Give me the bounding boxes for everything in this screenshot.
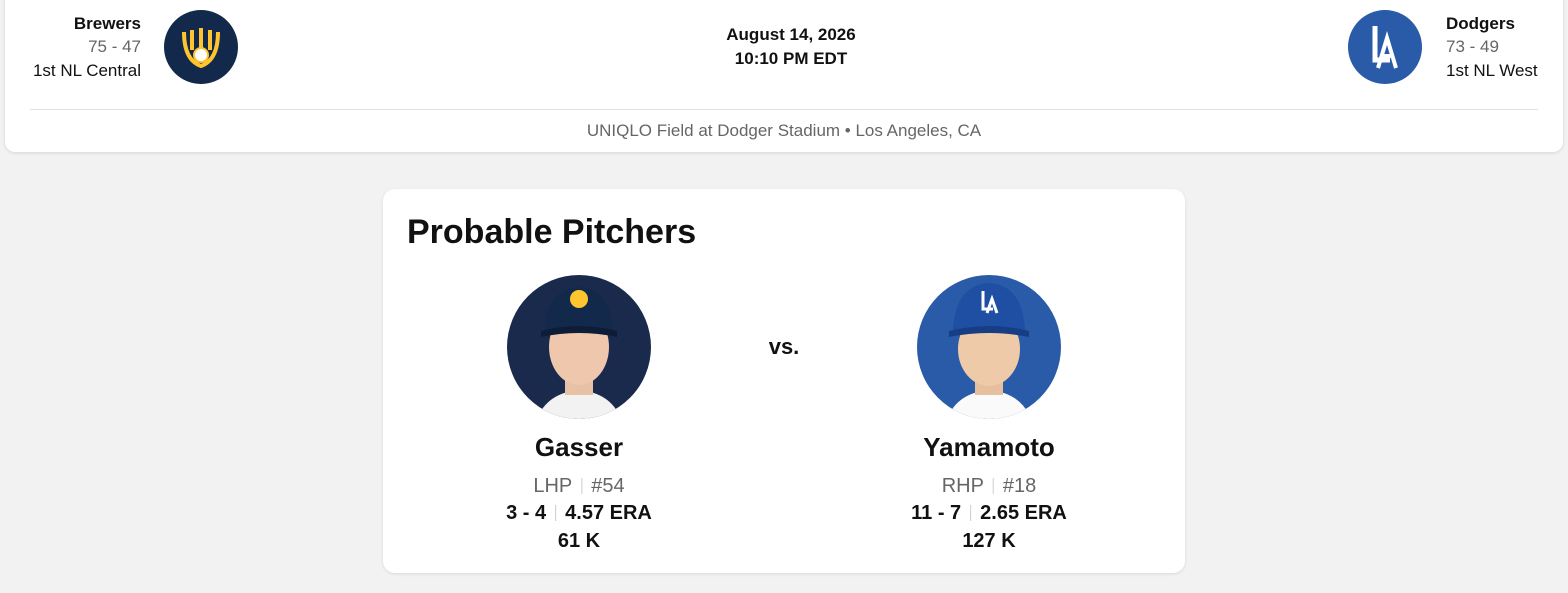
vs-label: vs. xyxy=(768,334,800,359)
away-team-name: Brewers xyxy=(73,14,141,33)
player-photo xyxy=(917,275,1061,419)
pitcher-era: 2.65 ERA xyxy=(980,502,1067,524)
game-date: August 14, 2026 xyxy=(726,25,856,44)
player-photo xyxy=(507,275,651,419)
pitcher-number: #18 xyxy=(1002,475,1037,497)
pitcher-record: 3 - 4 xyxy=(506,502,547,524)
pitcher-throws: LHP xyxy=(533,475,573,497)
separator xyxy=(970,505,972,521)
section-title: Probable Pitchers xyxy=(407,213,697,251)
pitcher-record: 11 - 7 xyxy=(911,502,962,524)
pitcher-stats: 3 - 4 4.57 ERA xyxy=(506,502,652,524)
separator xyxy=(555,505,557,521)
separator xyxy=(992,478,994,494)
pitcher-stats: 11 - 7 2.65 ERA xyxy=(911,502,1067,524)
game-header xyxy=(5,0,1563,152)
away-standing: 1st NL Central xyxy=(32,61,141,80)
pitcher-strikeouts: 127 K xyxy=(962,530,1016,552)
pitcher-info: LHP #54 xyxy=(533,475,624,497)
pitcher-name: Gasser xyxy=(534,432,624,462)
game-time: 10:10 PM EDT xyxy=(734,49,848,68)
home-team-name: Dodgers xyxy=(1446,14,1515,33)
home-logo xyxy=(1348,10,1422,84)
pitcher-name: Yamamoto xyxy=(923,432,1055,462)
venue: UNIQLO Field at Dodger Stadium • Los Ang… xyxy=(586,121,982,140)
away-record: 75 - 47 xyxy=(88,37,141,56)
home-standing: 1st NL West xyxy=(1446,61,1538,80)
pitcher-era: 4.57 ERA xyxy=(565,502,652,524)
away-logo xyxy=(164,10,238,84)
pitcher-throws: RHP xyxy=(941,475,984,497)
pitcher-number: #54 xyxy=(591,475,625,497)
pitcher-strikeouts: 61 K xyxy=(557,530,601,552)
divider xyxy=(30,109,1538,110)
separator xyxy=(581,478,583,494)
home-record: 73 - 49 xyxy=(1446,37,1499,56)
pitcher-info: RHP #18 xyxy=(942,475,1037,497)
